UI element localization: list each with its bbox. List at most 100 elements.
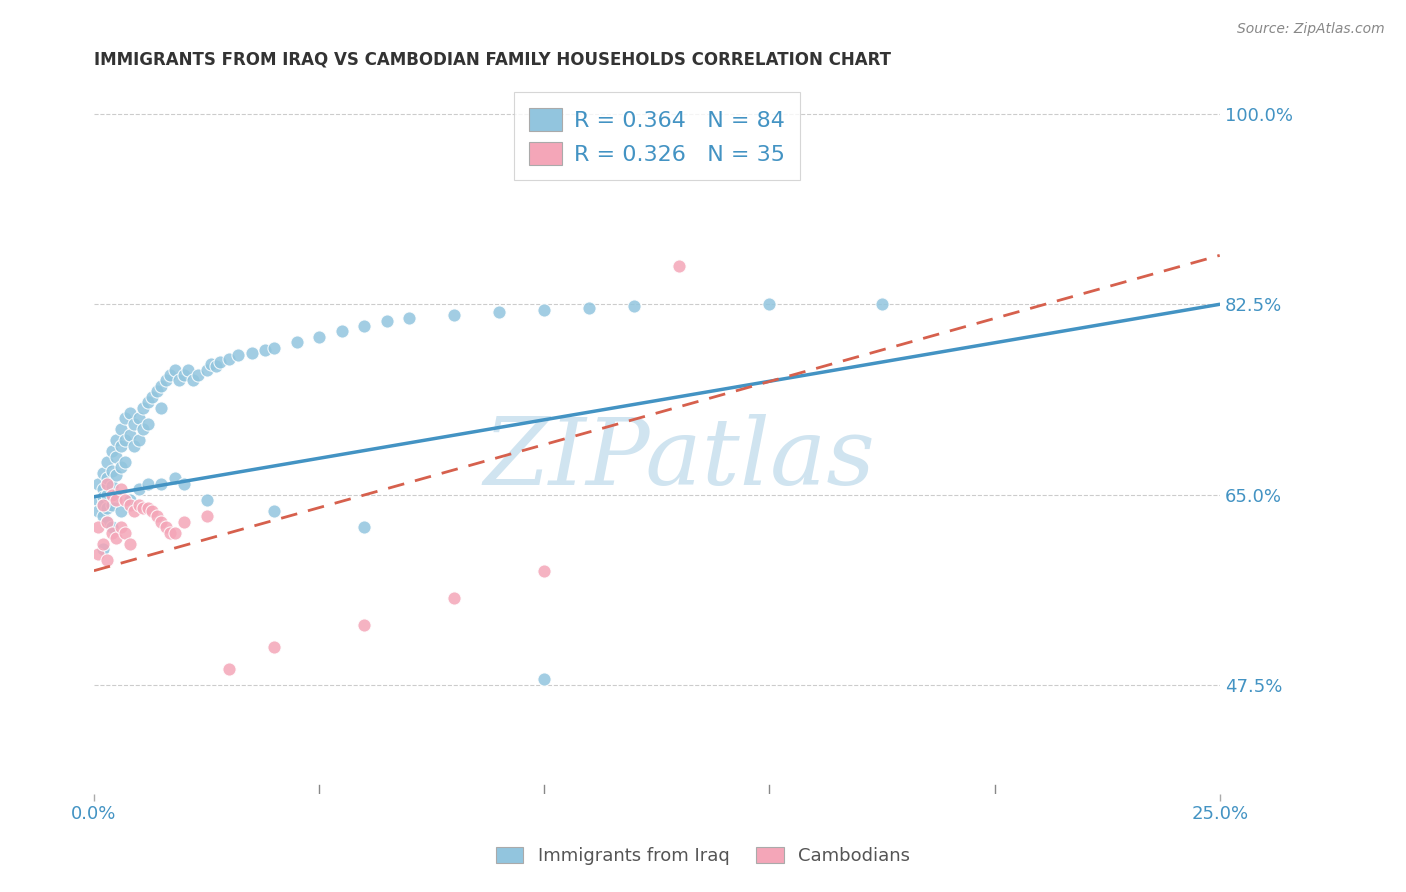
Point [195, 493, 218, 508]
Point [226, 348, 249, 362]
Point [110, 460, 132, 475]
Text: Source: ZipAtlas.com: Source: ZipAtlas.com [1237, 22, 1385, 37]
Point [91, 499, 114, 513]
Point [105, 450, 128, 464]
Point [110, 504, 132, 518]
Point [150, 379, 173, 393]
Point [353, 319, 375, 334]
Point [173, 476, 195, 491]
Point [218, 662, 240, 676]
Text: ZIPatlas: ZIPatlas [484, 414, 876, 504]
Point [155, 520, 177, 534]
Point [163, 525, 186, 540]
Point [96, 500, 118, 515]
Point [204, 359, 226, 374]
Point [136, 417, 159, 431]
Point [87, 520, 110, 534]
Point [150, 515, 173, 529]
Point [87, 504, 110, 518]
Point [105, 531, 128, 545]
Point [150, 401, 173, 415]
Point [240, 346, 263, 360]
Point [105, 493, 128, 508]
Point [533, 302, 555, 317]
Point [136, 395, 159, 409]
Point [353, 618, 375, 632]
Point [200, 357, 222, 371]
Point [87, 493, 110, 508]
Point [150, 476, 173, 491]
Point [173, 368, 195, 382]
Point [132, 401, 155, 415]
Point [110, 439, 132, 453]
Point [91, 482, 114, 496]
Point [114, 493, 136, 508]
Point [128, 434, 150, 448]
Legend: R = 0.364   N = 84, R = 0.326   N = 35: R = 0.364 N = 84, R = 0.326 N = 35 [513, 93, 800, 180]
Point [758, 297, 780, 311]
Point [136, 476, 159, 491]
Point [254, 343, 277, 357]
Point [141, 390, 163, 404]
Point [159, 525, 181, 540]
Point [488, 305, 510, 319]
Point [96, 471, 118, 485]
Point [110, 520, 132, 534]
Point [87, 548, 110, 562]
Point [128, 499, 150, 513]
Point [181, 373, 204, 387]
Point [308, 330, 330, 344]
Point [870, 297, 893, 311]
Text: IMMIGRANTS FROM IRAQ VS CAMBODIAN FAMILY HOUSEHOLDS CORRELATION CHART: IMMIGRANTS FROM IRAQ VS CAMBODIAN FAMILY… [94, 51, 891, 69]
Point [218, 351, 240, 366]
Point [285, 335, 308, 350]
Point [124, 439, 146, 453]
Point [533, 564, 555, 578]
Point [195, 362, 218, 376]
Point [101, 487, 124, 501]
Point [159, 368, 181, 382]
Point [132, 500, 155, 515]
Point [208, 355, 231, 369]
Point [398, 311, 420, 326]
Point [186, 368, 208, 382]
Point [101, 464, 124, 478]
Point [263, 341, 285, 355]
Point [91, 509, 114, 524]
Point [114, 455, 136, 469]
Point [163, 362, 186, 376]
Point [128, 482, 150, 496]
Point [101, 520, 124, 534]
Point [443, 591, 465, 605]
Point [110, 482, 132, 496]
Point [114, 525, 136, 540]
Point [169, 373, 191, 387]
Point [118, 536, 141, 550]
Point [91, 541, 114, 556]
Point [132, 422, 155, 436]
Point [163, 471, 186, 485]
Point [375, 313, 398, 327]
Point [353, 520, 375, 534]
Point [578, 301, 600, 315]
Point [101, 444, 124, 458]
Point [443, 308, 465, 322]
Point [118, 406, 141, 420]
Point [118, 427, 141, 442]
Point [533, 673, 555, 687]
Point [146, 509, 169, 524]
Point [114, 411, 136, 425]
Point [263, 504, 285, 518]
Point [124, 417, 146, 431]
Point [128, 411, 150, 425]
Point [110, 422, 132, 436]
Point [96, 455, 118, 469]
Point [155, 373, 177, 387]
Point [177, 362, 200, 376]
Legend: Immigrants from Iraq, Cambodians: Immigrants from Iraq, Cambodians [486, 838, 920, 874]
Point [118, 493, 141, 508]
Point [91, 466, 114, 480]
Point [105, 487, 128, 501]
Point [330, 325, 353, 339]
Point [101, 499, 124, 513]
